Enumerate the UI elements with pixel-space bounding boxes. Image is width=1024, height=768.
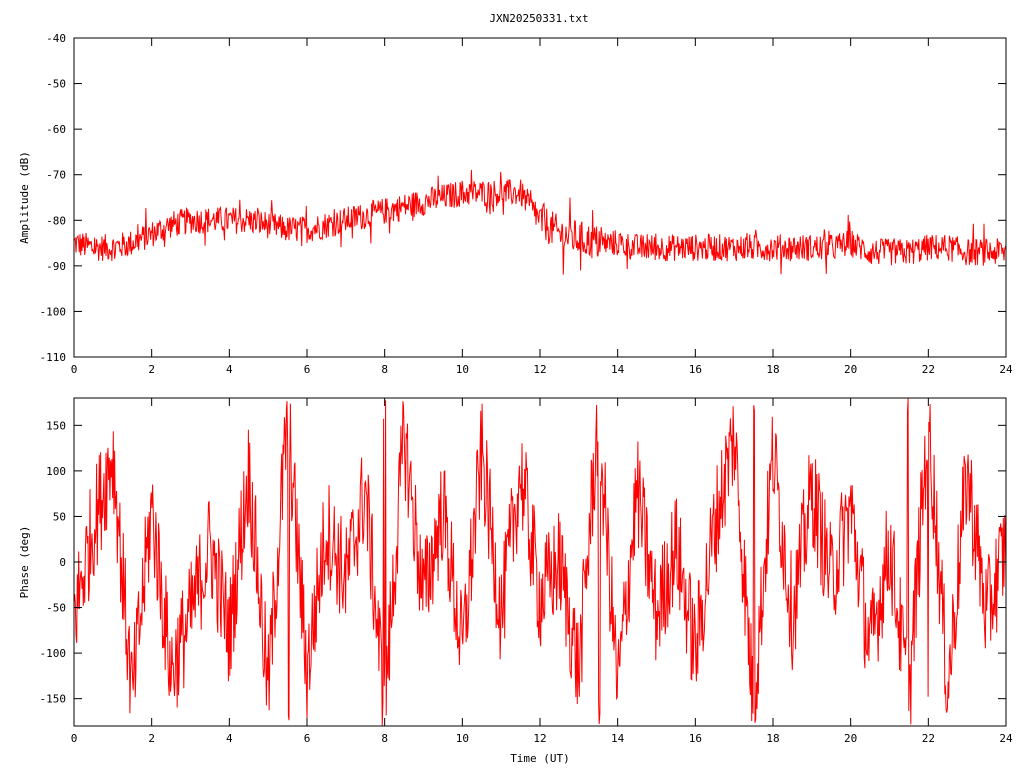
plot-frame xyxy=(73,37,1007,358)
y-tick-label: 100 xyxy=(46,465,66,478)
x-tick-label: 0 xyxy=(71,363,78,376)
y-tick-label: -90 xyxy=(46,260,66,273)
x-tick-label: 22 xyxy=(922,732,935,745)
x-tick-label: 14 xyxy=(611,363,625,376)
chart-title: JXN20250331.txt xyxy=(489,12,588,25)
y-tick-label: -150 xyxy=(40,693,67,706)
y-tick-label: -60 xyxy=(46,123,66,136)
y-tick-label: -70 xyxy=(46,169,66,182)
phase-panel: 0 2 4 6 8 10 12 14 16 18 20 22 24-150-100-5005010015… xyxy=(18,397,1013,765)
y-tick-label: -100 xyxy=(40,647,67,660)
y-tick-label: 0 xyxy=(59,556,66,569)
x-tick-label: 2 xyxy=(148,363,155,376)
x-tick-label: 4 xyxy=(226,732,233,745)
y-tick-label: 50 xyxy=(53,510,66,523)
y-tick-label: -110 xyxy=(40,351,67,364)
x-tick-label: 12 xyxy=(533,732,546,745)
x-tick-label: 22 xyxy=(922,363,935,376)
y-tick-label: -40 xyxy=(46,32,66,45)
plot-frame xyxy=(73,397,1007,727)
x-tick-label: 16 xyxy=(689,363,702,376)
x-tick-label: 0 xyxy=(71,732,78,745)
y-tick-label: -100 xyxy=(40,305,67,318)
x-tick-label: 6 xyxy=(304,363,311,376)
x-tick-label: 2 xyxy=(148,732,155,745)
x-tick-label: 18 xyxy=(766,732,779,745)
x-tick-label: 10 xyxy=(456,732,469,745)
x-tick-label: 14 xyxy=(611,732,625,745)
amplitude-panel: 0 2 4 6 8 10 12 14 16 18 20 22 24-110-100-90-80-70-6… xyxy=(18,32,1013,376)
x-tick-label: 12 xyxy=(533,363,546,376)
series-line xyxy=(73,169,1007,275)
x-tick-label: 16 xyxy=(689,732,702,745)
y-axis-label: Phase (deg) xyxy=(18,526,31,599)
x-tick-label: 8 xyxy=(381,363,388,376)
x-tick-label: 4 xyxy=(226,363,233,376)
x-tick-label: 18 xyxy=(766,363,779,376)
y-tick-label: -50 xyxy=(46,78,66,91)
x-axis-label: Time (UT) xyxy=(510,752,570,765)
x-tick-label: 6 xyxy=(304,732,311,745)
y-axis-label: Amplitude (dB) xyxy=(18,151,31,244)
y-tick-label: -50 xyxy=(46,602,66,615)
x-tick-label: 8 xyxy=(381,732,388,745)
x-tick-label: 20 xyxy=(844,732,857,745)
x-tick-label: 10 xyxy=(456,363,469,376)
x-tick-label: 24 xyxy=(999,732,1013,745)
x-tick-label: 24 xyxy=(999,363,1013,376)
x-tick-label: 20 xyxy=(844,363,857,376)
y-tick-label: -80 xyxy=(46,214,66,227)
y-tick-label: 150 xyxy=(46,419,66,432)
series-line xyxy=(73,398,1007,726)
